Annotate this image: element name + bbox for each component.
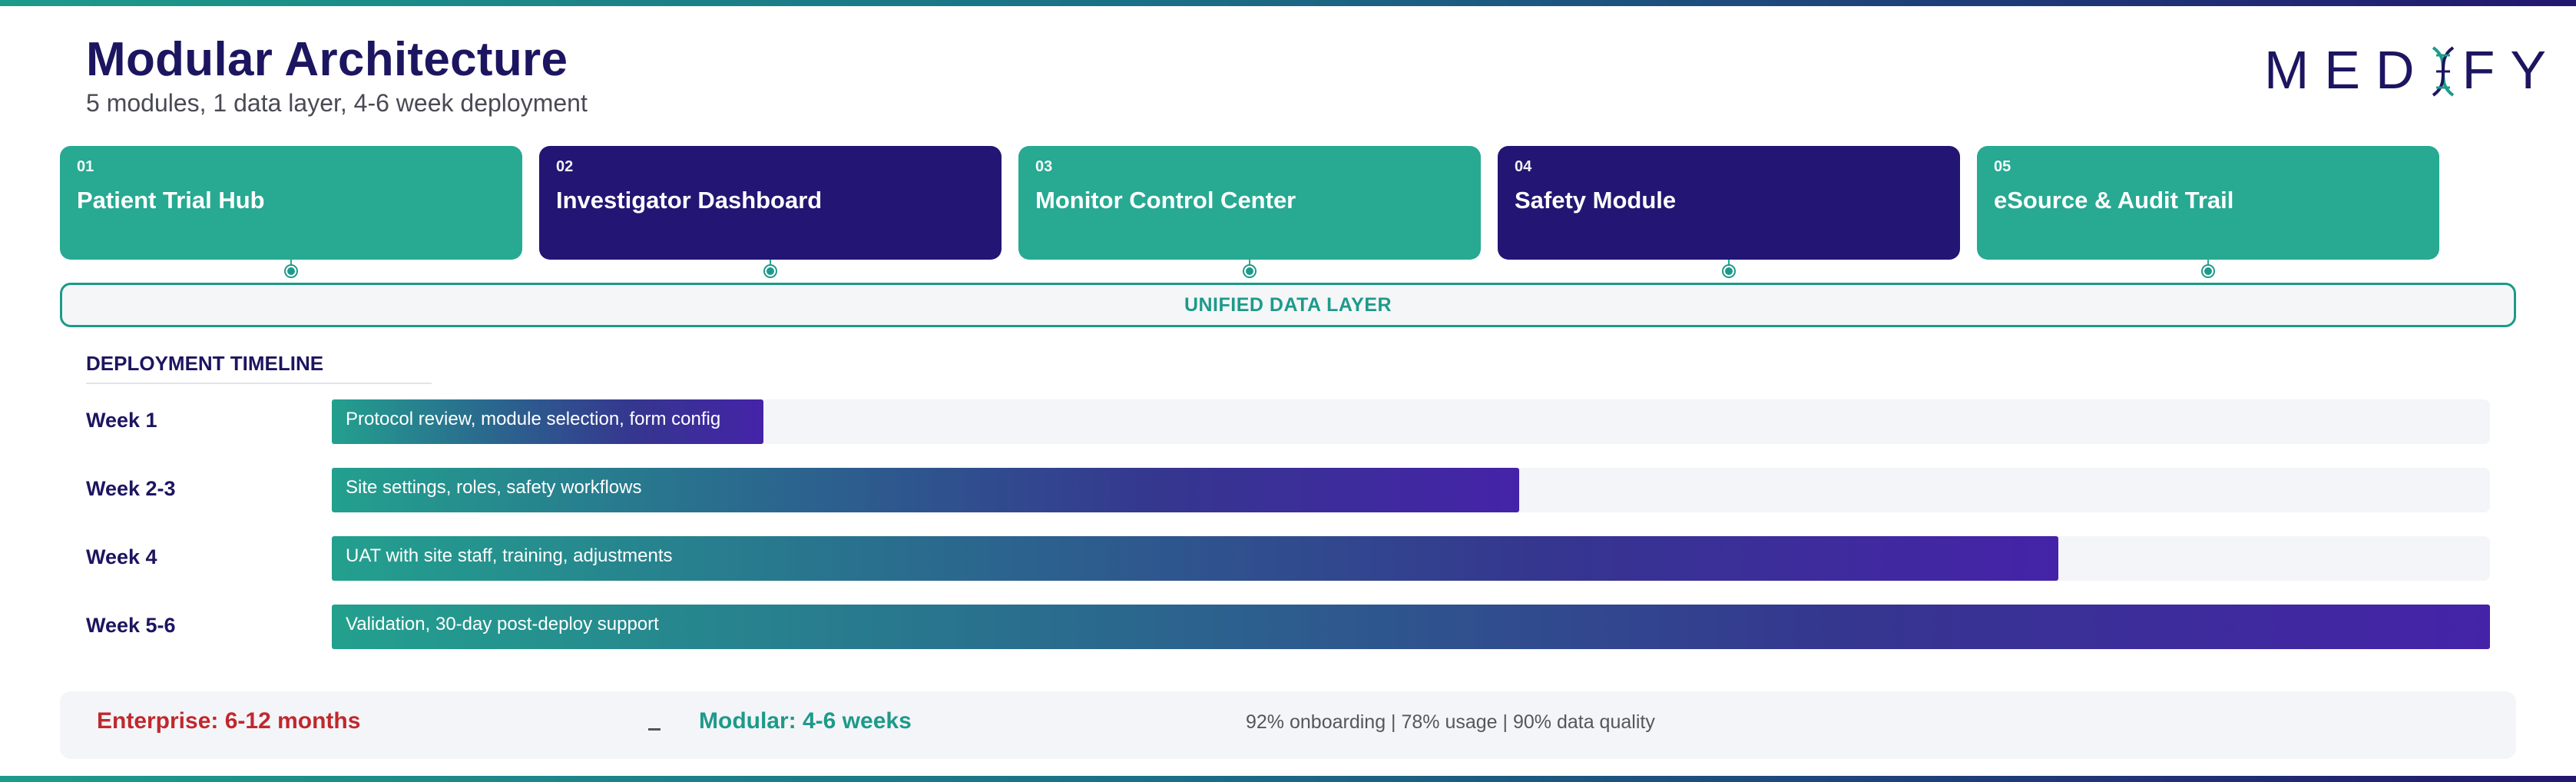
module-number: 04 [1515, 158, 1532, 175]
module-number: 01 [77, 158, 94, 175]
module-card-patient-trial-hub: 01 Patient Trial Hub [60, 146, 522, 260]
timeline-bar-week-4: UAT with site staff, training, adjustmen… [332, 536, 2058, 581]
timeline-heading-divider [86, 383, 432, 384]
module-connector-dot [286, 266, 296, 277]
timeline-bar-text: Validation, 30-day post-deploy support [346, 614, 659, 635]
logo-wordmark: MED FY [2264, 40, 2562, 100]
module-card-investigator-dashboard: 02 Investigator Dashboard [539, 146, 1002, 260]
page-subtitle: 5 modules, 1 data layer, 4-6 week deploy… [86, 89, 588, 117]
modular-timeline: Modular: 4-6 weeks [699, 708, 912, 734]
timeline-row-label: Week 5-6 [86, 614, 176, 637]
medify-logo: MED FY [2264, 43, 2548, 97]
top-accent-bar [0, 0, 2576, 6]
module-connector-dot [1244, 266, 1255, 277]
module-number: 02 [556, 158, 574, 175]
module-connector-dot [1723, 266, 1734, 277]
timeline-row-label: Week 2-3 [86, 477, 176, 500]
arrow-right-icon [648, 711, 662, 734]
page-title: Modular Architecture [86, 33, 568, 86]
module-card-safety-module: 04 Safety Module [1498, 146, 1960, 260]
adoption-stats: 92% onboarding | 78% usage | 90% data qu… [1246, 711, 1655, 733]
timeline-heading: DEPLOYMENT TIMELINE [86, 352, 324, 375]
module-name: Investigator Dashboard [556, 187, 823, 214]
dna-helix-icon [2432, 46, 2455, 97]
enterprise-timeline: Enterprise: 6-12 months [97, 708, 361, 734]
unified-data-layer: UNIFIED DATA LAYER [60, 283, 2516, 327]
module-connector-dot [765, 266, 776, 277]
module-name: Safety Module [1515, 187, 1677, 214]
timeline-bar-text: UAT with site staff, training, adjustmen… [346, 545, 673, 566]
module-card-monitor-control-center: 03 Monitor Control Center [1018, 146, 1481, 260]
module-card-esource-audit-trail: 05 eSource & Audit Trail [1977, 146, 2439, 260]
comparison-panel: Enterprise: 6-12 months Modular: 4-6 wee… [60, 691, 2516, 759]
timeline-row-label: Week 1 [86, 409, 157, 432]
timeline-bar-week-5-6: Validation, 30-day post-deploy support [332, 605, 2490, 649]
module-name: Monitor Control Center [1035, 187, 1296, 214]
timeline-bar-text: Protocol review, module selection, form … [346, 409, 721, 429]
timeline-bar-text: Site settings, roles, safety workflows [346, 477, 642, 498]
bottom-accent-bar [0, 776, 2576, 782]
module-connector-dot [2203, 266, 2213, 277]
timeline-row-label: Week 4 [86, 545, 157, 568]
timeline-bar-week-1: Protocol review, module selection, form … [332, 399, 763, 444]
module-name: eSource & Audit Trail [1994, 187, 2234, 214]
module-number: 03 [1035, 158, 1053, 175]
data-layer-label: UNIFIED DATA LAYER [1184, 293, 1392, 316]
module-name: Patient Trial Hub [77, 187, 265, 214]
module-number: 05 [1994, 158, 2011, 175]
timeline-bar-week-2-3: Site settings, roles, safety workflows [332, 468, 1519, 512]
